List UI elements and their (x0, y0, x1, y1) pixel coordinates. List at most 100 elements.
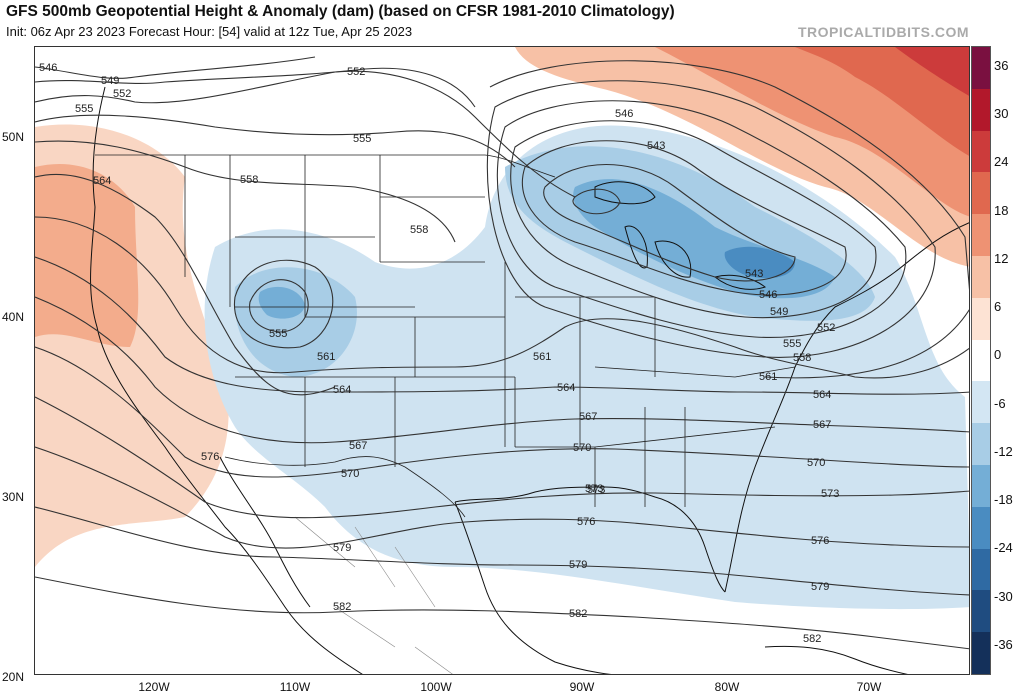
contour-label: 552 (347, 66, 365, 78)
colorbar-tick-label: 18 (994, 202, 1009, 218)
colorbar-segment (972, 88, 990, 131)
contour-546-west (35, 56, 316, 79)
colorbar-tick-label: 12 (994, 250, 1009, 266)
contour-564 (35, 256, 969, 395)
contour-549-west (35, 67, 476, 108)
colorbar-segment (972, 339, 990, 382)
contour-label: 579 (569, 559, 587, 571)
contour-label: 582 (333, 601, 351, 613)
lat-label-30n: 30N (2, 490, 25, 504)
contour-546-east (521, 140, 847, 296)
contour-label: 573 (587, 484, 605, 496)
contour-label: 555 (269, 328, 287, 340)
contour-label: 561 (533, 351, 551, 363)
contour-label: 546 (759, 289, 777, 301)
contour-label: 576 (811, 535, 829, 547)
contour-555-east (486, 80, 936, 358)
lon-label-70w: 70W (856, 680, 882, 694)
state-line-1 (184, 155, 796, 507)
contour-558-east (489, 60, 969, 379)
contour-label: 570 (807, 457, 825, 469)
contour-label: 570 (341, 468, 359, 480)
contour-label: 561 (317, 351, 335, 363)
lon-label-100w: 100W (420, 680, 452, 694)
colorbar-tick-label: 30 (994, 106, 1009, 122)
mexico-gulf-coast (454, 501, 612, 674)
contour-label: 579 (333, 542, 351, 554)
colorbar-tick-label: 6 (994, 299, 1002, 315)
contour-573 (35, 396, 969, 519)
colorbar-tick-label: -36 (994, 636, 1013, 652)
contour-label: 555 (75, 103, 93, 115)
colorbar-segment (972, 590, 990, 633)
contour-label: 555 (353, 133, 371, 145)
contour-549-east (510, 120, 877, 319)
colorbar-tick-label: 0 (994, 347, 1002, 363)
colorbar-segment (972, 297, 990, 340)
contour-label: 567 (349, 440, 367, 452)
contour-label: 546 (39, 62, 57, 74)
colorbar-segment (972, 506, 990, 549)
colorbar-tick-label: 36 (994, 58, 1009, 73)
contour-label: 552 (113, 88, 131, 100)
site-credit: TROPICALTIDBITS.COM (797, 24, 969, 40)
map-canvas: 546 549 552 555 564 552 558 555 558 555 … (35, 47, 969, 674)
contour-label: 576 (577, 516, 595, 528)
colorbar-tick-label: 24 (994, 154, 1009, 170)
west-coast (90, 86, 363, 674)
contour-564-west (35, 173, 336, 396)
colorbar-segment (972, 464, 990, 507)
contour-label: 570 (573, 442, 591, 454)
weather-map[interactable]: 546 549 552 555 564 552 558 555 558 555 … (34, 46, 970, 675)
colorbar-tick-label: -24 (994, 540, 1013, 556)
contour-label: 576 (201, 451, 219, 463)
contour-label: 552 (817, 322, 835, 334)
colorbar-segment (972, 381, 990, 424)
colorbar-segment (972, 423, 990, 465)
colorbar-segment (972, 130, 990, 173)
warm-anomaly-west-core (35, 163, 139, 347)
contour-label: 564 (333, 384, 351, 396)
contour-label: 561 (759, 371, 777, 383)
anomaly-shading (35, 47, 969, 610)
coastlines (90, 86, 969, 674)
lon-label-120w: 120W (138, 680, 170, 694)
contour-label: 573 (585, 483, 603, 495)
colorbar-tick-label: -30 (994, 588, 1013, 604)
contour-552-low (249, 279, 309, 333)
lon-label-80w: 80W (714, 680, 740, 694)
contour-label: 555 (783, 338, 801, 350)
cold-anomaly-east-max (724, 246, 795, 279)
lat-label-40n: 40N (2, 310, 25, 324)
lon-label-110w: 110W (279, 680, 311, 694)
colorbar-tick-label: -12 (994, 443, 1013, 459)
mexico-border (224, 456, 466, 518)
canada-border (95, 154, 556, 178)
colorbar-segment (972, 172, 990, 215)
colorbar-tick-label: -18 (994, 492, 1013, 508)
contour-label: 549 (770, 306, 788, 318)
contour-label: 582 (569, 608, 587, 620)
cold-anomaly-low-core (258, 286, 305, 319)
florida-keys-cuba (764, 645, 908, 674)
colorbar-segment (972, 548, 990, 591)
lat-label-50n: 50N (2, 130, 25, 144)
colorbar-tick-label: -6 (994, 395, 1006, 411)
lat-label-20n: 20N (2, 670, 25, 684)
colorbar-segment (972, 47, 990, 89)
contour-label: 543 (745, 268, 763, 280)
height-contours (35, 56, 969, 650)
contour-558-west (35, 140, 456, 243)
contour-label: 579 (811, 581, 829, 593)
baja-coast (219, 456, 311, 608)
contour-label: 567 (813, 419, 831, 431)
contour-552-east (496, 100, 907, 339)
contour-label: 546 (615, 108, 633, 120)
anomaly-colorbar (971, 46, 991, 675)
contour-label: 558 (240, 174, 258, 186)
contour-label: 567 (579, 411, 597, 423)
contour-570 (35, 346, 969, 478)
contour-small-low (572, 188, 621, 215)
state-borders (95, 154, 796, 518)
gulf-coast (454, 486, 726, 593)
